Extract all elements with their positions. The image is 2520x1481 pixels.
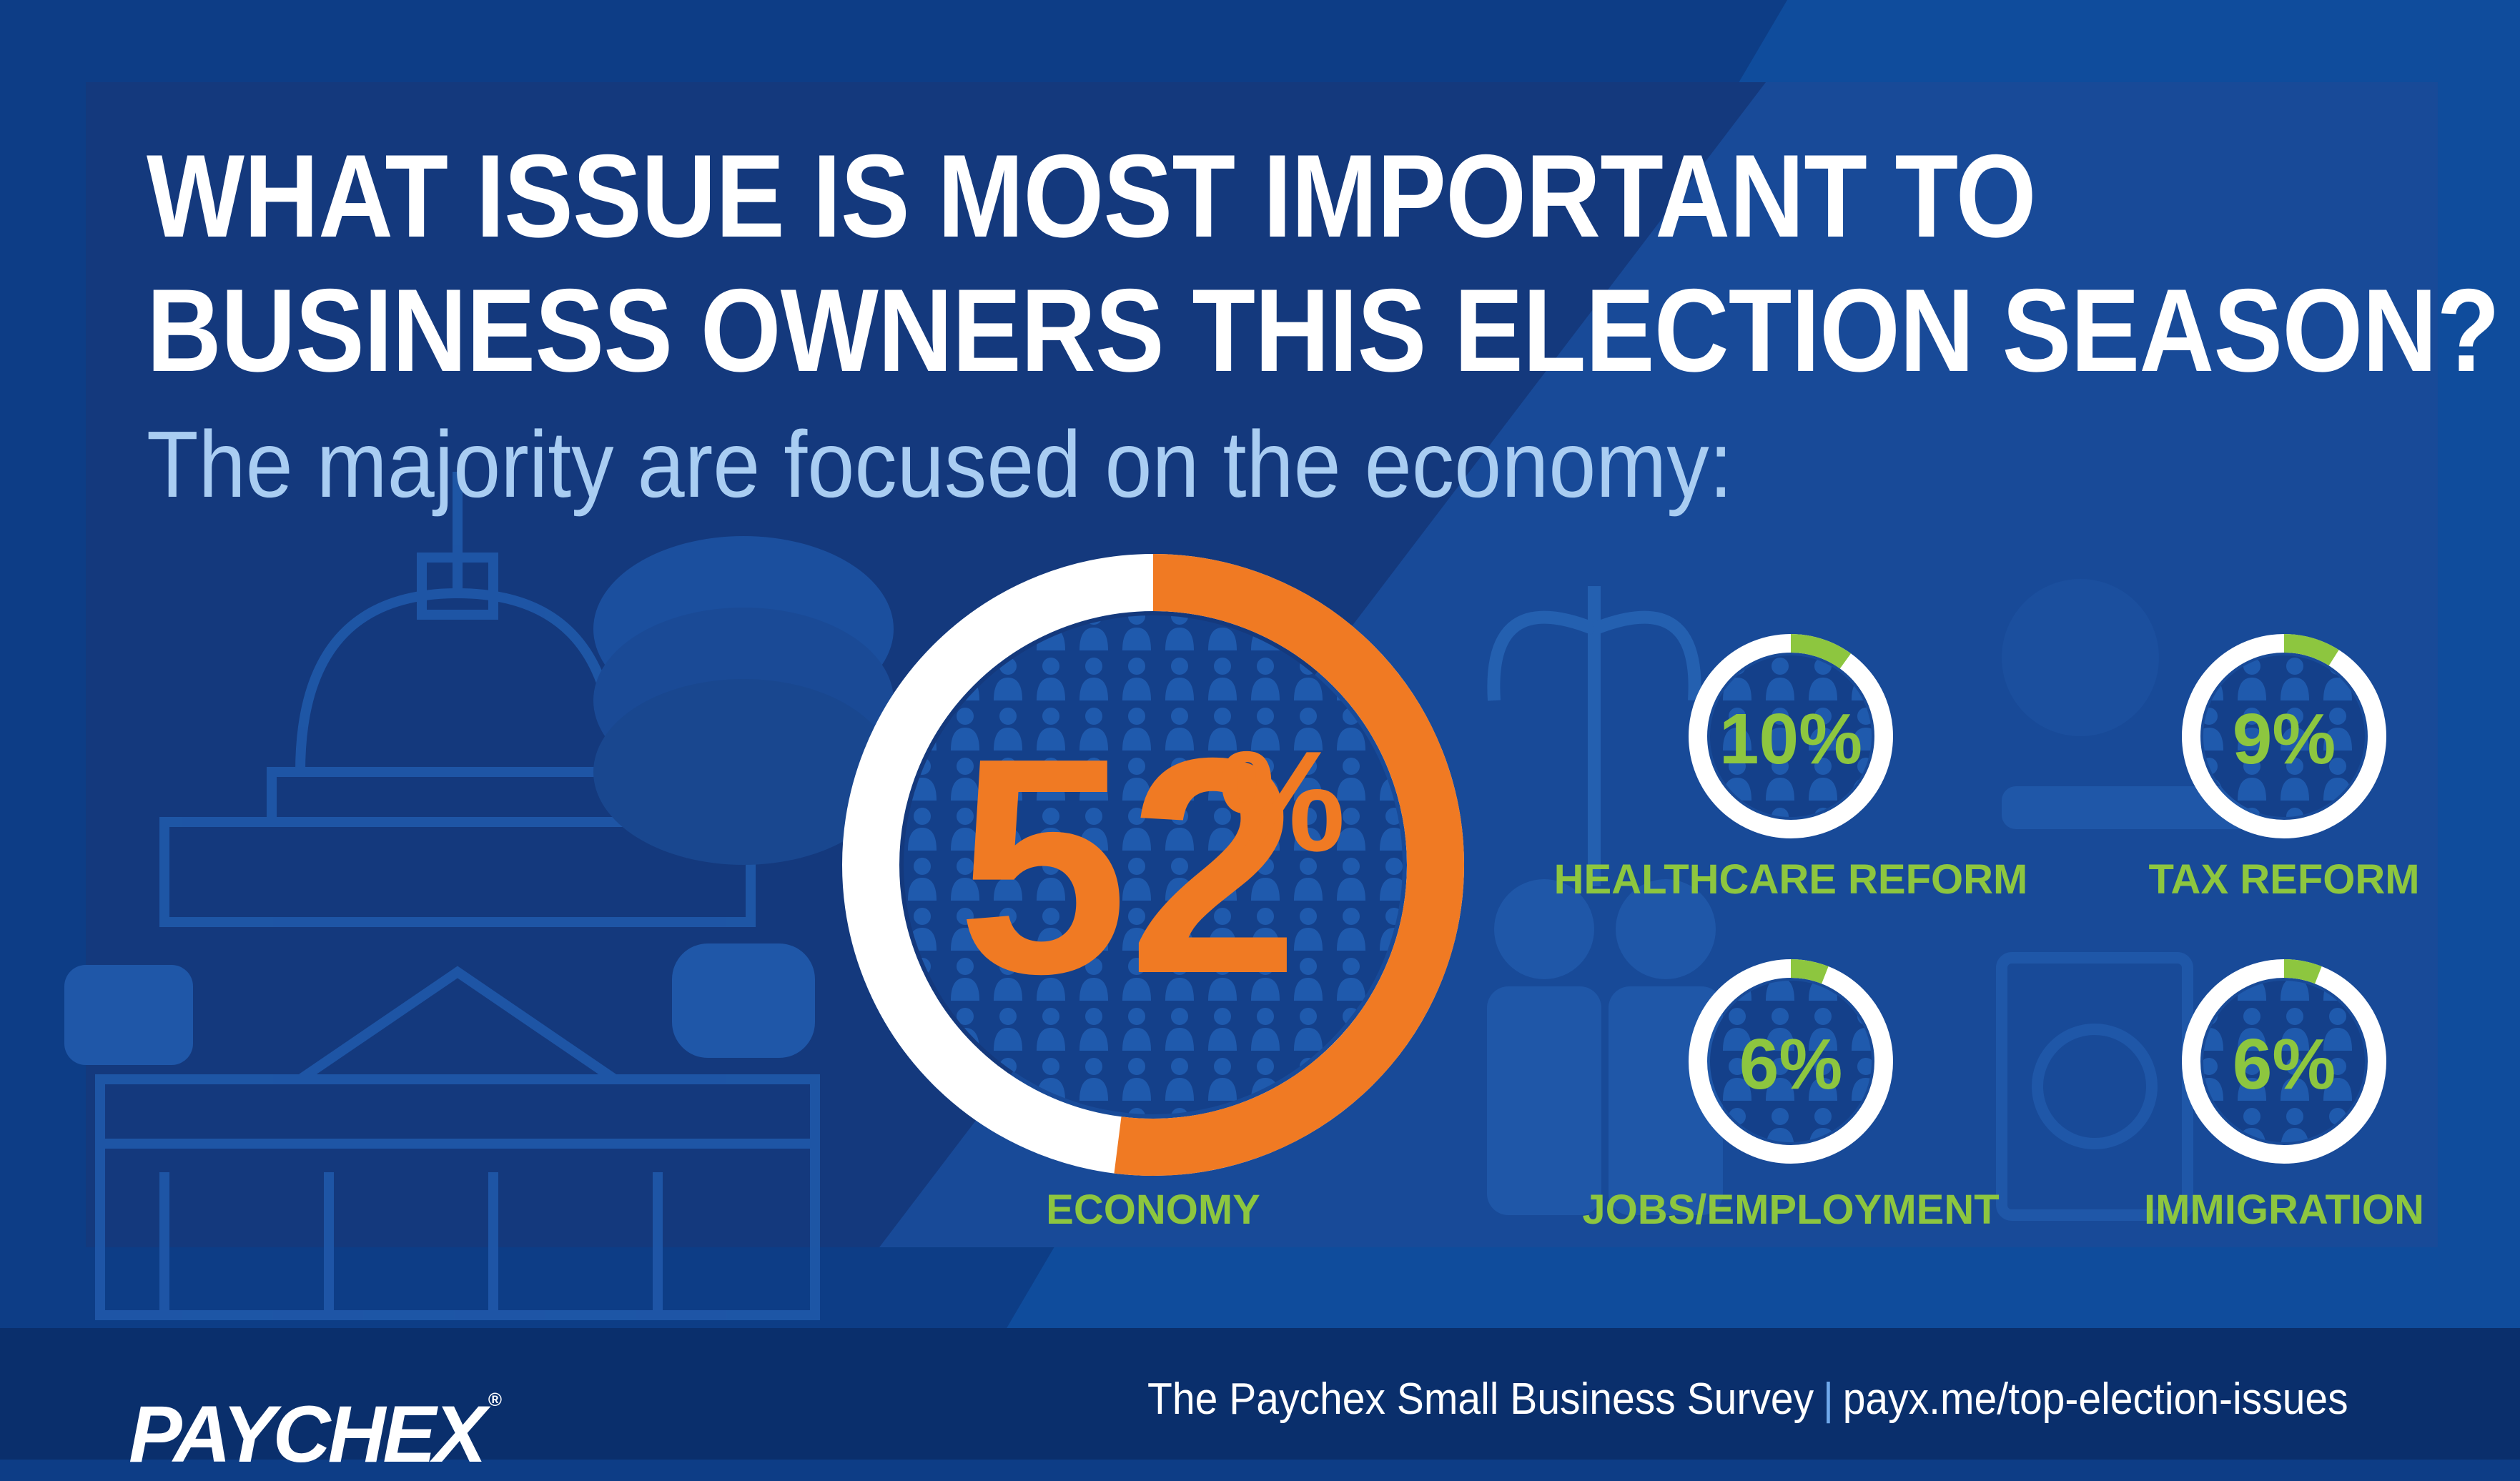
jobs-employment-donut-fill <box>1710 981 1872 1142</box>
tax-reform-value-arc <box>2283 634 2339 666</box>
immigration-category-label: IMMIGRATION <box>2144 1187 2424 1233</box>
donkey-icon <box>64 965 193 1065</box>
issue-labels: ECONOMY HEALTHCARE REFORM TAX REFORM JOBS/E… <box>1046 856 2424 1233</box>
survey-name: The Paychex Small Business Survey <box>1147 1374 1814 1424</box>
economy-percent-sign: % <box>1218 722 1345 881</box>
caduceus-icon <box>1487 586 1701 886</box>
tax-reform-value-label: 9% <box>2233 699 2336 779</box>
paychex-logo: PAYCHEX ® <box>129 1353 502 1481</box>
immigration-donut-fill <box>2203 981 2365 1142</box>
title-line-1: WHAT ISSUE IS MOST IMPORTANT TO <box>147 130 2037 262</box>
source-credit: The Paychex Small Business Survey | payx.m… <box>1147 1371 2348 1428</box>
economy-value-label: 52 <box>957 695 1299 1038</box>
jobs-employment-value-arc <box>1790 959 1829 984</box>
economy-donut: 52% <box>842 554 1464 1176</box>
page-title: WHAT ISSUE IS MOST IMPORTANT TO BUSINESS… <box>147 129 2500 397</box>
title-line-2: BUSINESS OWNERS THIS ELECTION SEASON? <box>147 264 2500 396</box>
logo-text: PAYCHEX <box>129 1390 487 1479</box>
immigration-value-arc <box>2283 959 2322 984</box>
people-icon <box>1487 879 1723 1215</box>
immigration-value-label: 6% <box>2233 1024 2336 1104</box>
other-issues-donuts: 10% 9% 6% 6% <box>1689 634 2386 1164</box>
economy-category-label: ECONOMY <box>1046 1187 1260 1233</box>
page-subtitle: The majority are focused on the economy: <box>147 412 1733 517</box>
economy-donut-fill <box>904 615 1403 1114</box>
separator: | <box>1823 1374 1834 1424</box>
elephant-icon <box>672 943 815 1058</box>
healthcare-reform-donut-fill <box>1710 655 1872 817</box>
healthcare-reform-category-label: HEALTHCARE REFORM <box>1554 856 2028 903</box>
coins-icon <box>593 536 894 865</box>
jobs-employment-category-label: JOBS/EMPLOYMENT <box>1582 1187 1999 1233</box>
jobs-employment-value-label: 6% <box>1739 1024 1843 1104</box>
healthcare-reform-value-arc <box>1790 634 1852 669</box>
footer-bar <box>0 1328 2520 1460</box>
tax-reform-category-label: TAX REFORM <box>2148 856 2419 903</box>
dollar-hand-icon <box>2002 579 2259 829</box>
economy-value-arc <box>1114 554 1464 1176</box>
logo-registered-mark: ® <box>488 1389 503 1410</box>
healthcare-reform-value-label: 10% <box>1719 699 1862 779</box>
source-url[interactable]: payx.me/top-election-issues <box>1843 1374 2348 1424</box>
tax-reform-donut-fill <box>2203 655 2365 817</box>
